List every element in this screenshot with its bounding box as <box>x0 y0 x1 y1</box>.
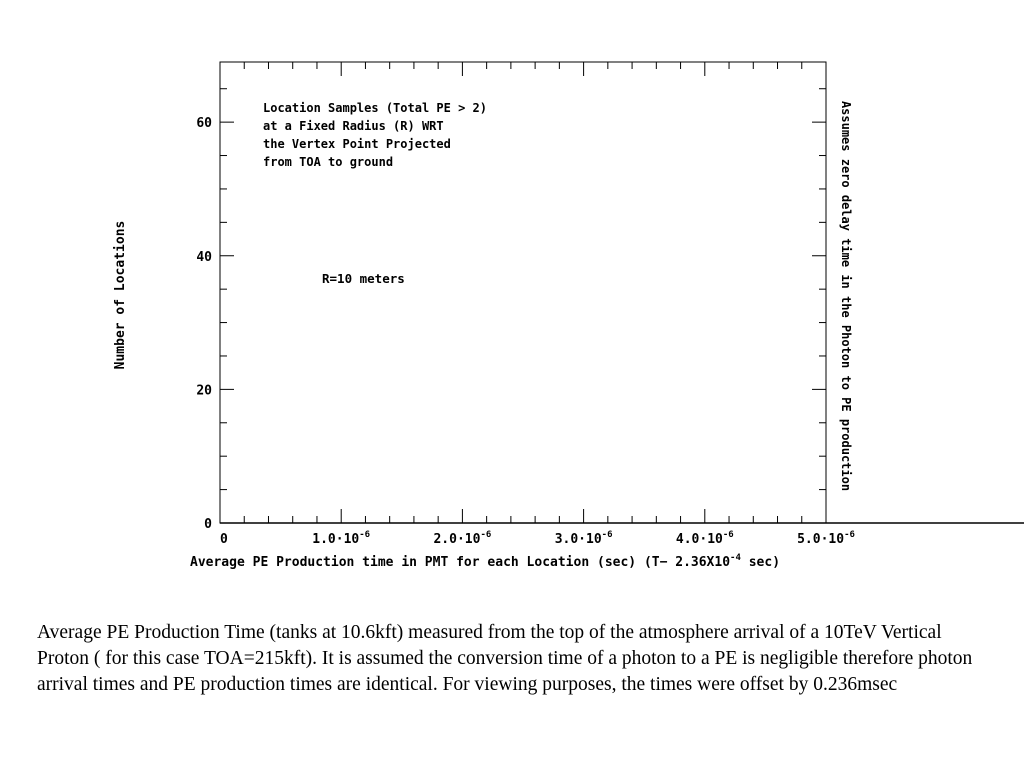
histogram-chart: 0 20 40 60 0 1.0·10-6 2.0·10-6 3.0·10-6 4.0·10-6… <box>113 61 1024 570</box>
x-tick-label: 5.0·10-6 <box>797 530 855 547</box>
annotation-line: Location Samples (Total PE > 2) <box>263 101 487 115</box>
caption-text: Average PE Production Time (tanks at 10.… <box>37 622 973 695</box>
annotation-line: at a Fixed Radius (R) WRT <box>263 119 444 133</box>
right-axis-label: Assumes zero delay time in the Photon to… <box>839 101 853 491</box>
legend: R=10 meters <box>322 271 405 286</box>
figure-caption: Average PE Production Time (tanks at 10.… <box>37 620 997 698</box>
y-axis-label: Number of Locations <box>113 221 128 370</box>
x-tick-label: 2.0·10-6 <box>433 530 491 547</box>
ticks-layer: 0 20 40 60 0 1.0·10-6 2.0·10-6 3.0·10-6 4.0·10-6… <box>196 62 855 547</box>
y-tick-label: 60 <box>196 116 212 131</box>
x-tick-label: 1.0·10-6 <box>312 530 370 547</box>
x-tick-label: 0 <box>220 532 228 547</box>
y-tick-label: 20 <box>196 383 212 398</box>
x-axis-label: Average PE Production time in PMT for ea… <box>190 553 780 570</box>
legend-entry: R=10 meters <box>322 271 405 286</box>
annotation-block: Location Samples (Total PE > 2) at a Fix… <box>263 101 487 169</box>
x-tick-label: 4.0·10-6 <box>676 530 734 547</box>
y-tick-label: 40 <box>196 250 212 265</box>
x-tick-label: 3.0·10-6 <box>555 530 613 547</box>
annotation-line: from TOA to ground <box>263 155 393 169</box>
annotation-line: the Vertex Point Projected <box>263 137 451 151</box>
y-tick-label: 0 <box>204 517 212 532</box>
